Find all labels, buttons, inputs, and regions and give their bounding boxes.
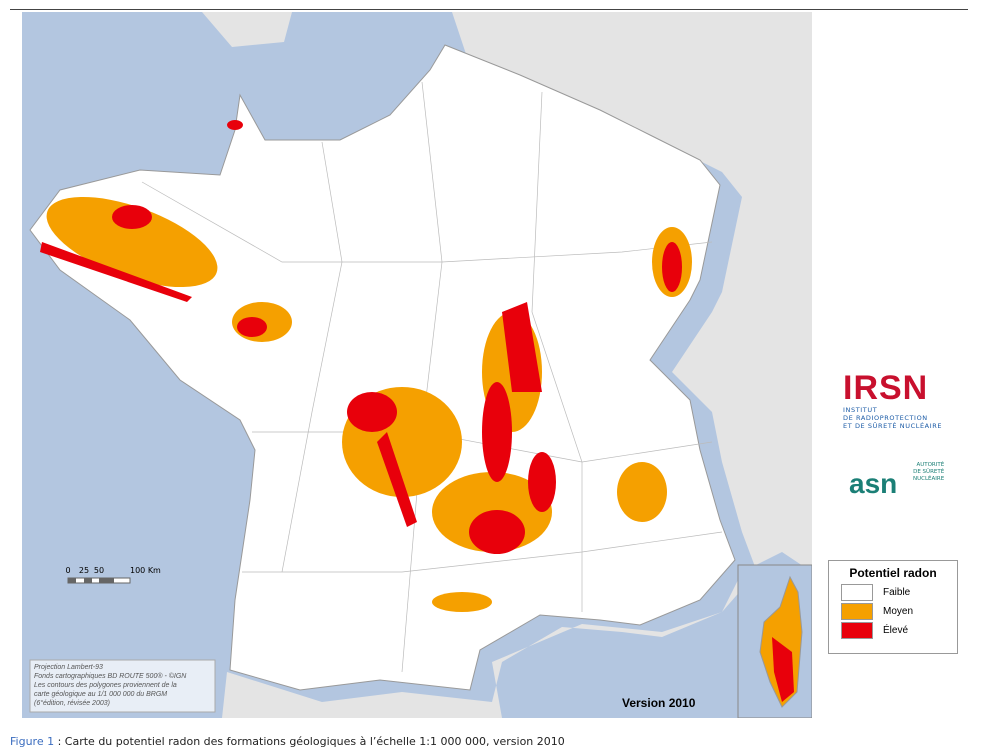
france xyxy=(29,44,736,691)
map: 0 25 50 100 Km Projection Lambert-93Fond… xyxy=(22,12,812,718)
scale-segment xyxy=(84,578,92,583)
caption: Figure 1 : Carte du potentiel radon des … xyxy=(10,735,565,748)
caption-text: : Carte du potentiel radon des formation… xyxy=(57,735,565,748)
logo-line: AUTORITÉ xyxy=(916,462,945,468)
scale-label: 0 xyxy=(65,566,70,575)
legend-label: Faible xyxy=(883,587,911,598)
asn-logo: asn AUTORITÉ DE SÛRETÉ NUCLÉAIRE xyxy=(843,458,963,508)
scale-label: 100 Km xyxy=(130,566,161,575)
legend-swatch xyxy=(841,584,873,601)
logo-name: asn xyxy=(849,468,898,499)
eleve-zones xyxy=(772,637,794,702)
scale-label: 25 xyxy=(79,566,89,575)
note-line: (6°édition, révisée 2003) xyxy=(34,699,110,707)
logo-name: IRSN xyxy=(843,369,929,407)
eleve-zones xyxy=(40,120,682,554)
logo-lines: INSTITUT DE RADIOPROTECTION ET DE SÛRETÉ N… xyxy=(843,406,963,430)
legend-title: Potentiel radon xyxy=(849,566,937,580)
legend-item: Moyen xyxy=(841,602,957,621)
legend-item: Faible xyxy=(841,583,957,602)
logo-line: DE SÛRETÉ xyxy=(913,469,945,475)
rule xyxy=(10,9,968,10)
legend-label: Élevé xyxy=(883,625,909,636)
irsn-logo: IRSN INSTITUT DE RADIOPROTECTION ET DE SÛR… xyxy=(843,370,963,430)
legend-items: Faible Moyen Élevé xyxy=(829,583,957,640)
logo-line: ET DE SÛRETÉ NUCLÉAIRE xyxy=(843,422,943,430)
logo-line: DE RADIOPROTECTION xyxy=(843,414,928,422)
legend-label: Moyen xyxy=(883,606,914,617)
note-line: Les contours des polygones proviennent d… xyxy=(34,682,177,689)
scale-bar: 0 25 50 100 Km xyxy=(65,566,161,584)
legend-swatch xyxy=(841,622,873,639)
note-line: Fonds cartographiques BD ROUTE 500® - ©I… xyxy=(34,672,187,680)
note-line: Projection Lambert-93 xyxy=(34,664,103,671)
legend-item: Élevé xyxy=(841,621,957,640)
version: Version 2010 xyxy=(622,696,696,710)
logo-line: INSTITUT xyxy=(843,406,878,414)
legend: Potentiel radon Faible Moyen Élevé xyxy=(828,560,958,654)
note-box xyxy=(29,659,216,713)
scale-segment xyxy=(68,578,76,583)
logo-lines: AUTORITÉ DE SÛRETÉ NUCLÉAIRE xyxy=(913,462,944,483)
logo-line: NUCLÉAIRE xyxy=(913,476,945,482)
note-line: carte géologique au 1/1 000 000 du BRGM xyxy=(34,691,167,698)
neighbor-land xyxy=(222,12,812,718)
neighbor-land xyxy=(202,12,292,47)
legend-swatch xyxy=(841,603,873,620)
caption-label: Figure 1 xyxy=(10,735,55,748)
scale-label: 50 xyxy=(94,566,104,575)
department-borders xyxy=(141,81,723,673)
scale-segment xyxy=(99,578,114,583)
